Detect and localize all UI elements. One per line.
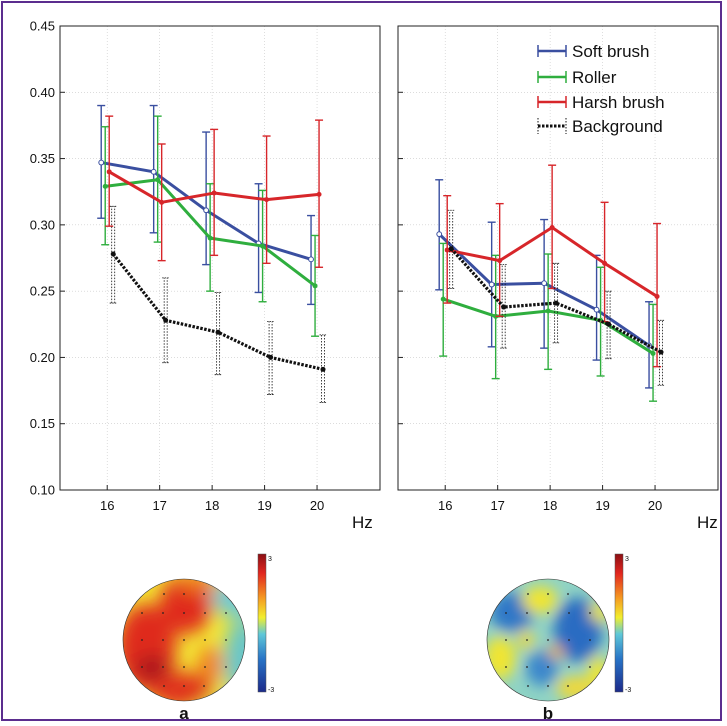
colorbar-a-min: -3 <box>268 687 274 694</box>
y-tick-label: 0.45 <box>30 19 55 34</box>
plot-area-a <box>59 25 381 491</box>
legend-label-background: Background <box>572 117 663 136</box>
data-point <box>650 350 656 356</box>
series-background-b <box>447 209 665 386</box>
data-point <box>553 300 559 306</box>
panel-label-a: a <box>179 704 189 723</box>
y-tick-label: 0.10 <box>30 483 55 498</box>
legend-label-soft-brush: Soft brush <box>572 42 650 61</box>
x-tick-label-a: 18 <box>205 498 219 513</box>
legend-item-background: Background <box>537 117 663 136</box>
data-point <box>203 207 210 214</box>
series-soft-brush-b <box>435 179 654 389</box>
legend-label-roller: Roller <box>572 68 617 87</box>
data-point <box>159 199 165 205</box>
data-point <box>110 251 116 257</box>
panel-label-b: b <box>543 704 553 723</box>
data-point <box>316 191 322 197</box>
x-tick-label-b: 17 <box>490 498 504 513</box>
x-tick-label-b: 18 <box>543 498 557 513</box>
legend-item-soft-brush: Soft brush <box>537 42 650 61</box>
x-tick-label-b: 16 <box>438 498 452 513</box>
chart-panel-b: 16 17 18 19 20 Hz <box>397 25 719 532</box>
data-point <box>106 169 112 175</box>
x-tick-label-b: 20 <box>648 498 662 513</box>
data-point <box>444 247 450 253</box>
data-point <box>545 308 551 314</box>
series-line <box>111 253 324 371</box>
series-roller-a <box>101 115 320 337</box>
data-point <box>497 258 503 264</box>
data-point <box>488 281 495 288</box>
data-point <box>163 317 169 323</box>
plot-area-b <box>397 25 719 491</box>
data-point <box>260 243 266 249</box>
y-tick-label: 0.40 <box>30 85 55 100</box>
series-harsh-brush-b <box>443 164 662 368</box>
y-tick-label: 0.25 <box>30 284 55 299</box>
legend: Soft brush Roller Harsh brush Background <box>537 42 665 136</box>
data-point <box>308 256 314 263</box>
colorbar-b <box>614 553 624 693</box>
x-tick-label-a: 17 <box>152 498 166 513</box>
series-soft-brush-a <box>97 104 316 306</box>
data-point <box>155 177 161 183</box>
data-point <box>448 246 454 252</box>
data-point <box>320 366 326 372</box>
data-point <box>606 321 612 327</box>
colorbar-a <box>257 553 267 693</box>
data-point <box>211 190 217 196</box>
x-tick-label-b: 19 <box>595 498 609 513</box>
legend-label-harsh-brush: Harsh brush <box>572 93 665 112</box>
y-tick-label: 0.15 <box>30 416 55 431</box>
colorbar-a-max: 3 <box>268 556 272 563</box>
topo-map-b: 3 -3 <box>486 553 631 702</box>
data-point <box>312 283 318 289</box>
x-tick-label-a: 20 <box>310 498 324 513</box>
x-axis-unit-a: Hz <box>352 513 373 532</box>
series-harsh-brush-a <box>105 115 324 268</box>
legend-item-roller: Roller <box>537 68 617 87</box>
x-axis-unit-b: Hz <box>697 513 718 532</box>
series-line <box>450 247 662 354</box>
data-point <box>602 260 608 266</box>
data-point <box>207 235 213 241</box>
topo-map-a: 3 -3 <box>122 553 274 702</box>
data-point <box>215 329 221 335</box>
colorbar-b-max: 3 <box>625 556 629 563</box>
y-tick-label: 0.30 <box>30 217 55 232</box>
data-point <box>264 197 270 203</box>
data-point <box>102 183 108 189</box>
data-point <box>150 168 157 175</box>
data-point <box>268 354 274 360</box>
data-point <box>436 231 443 238</box>
data-point <box>549 225 555 231</box>
data-point <box>593 306 600 313</box>
data-point <box>98 159 105 166</box>
data-point <box>440 296 446 302</box>
x-tick-label-a: 19 <box>257 498 271 513</box>
data-point <box>501 304 507 310</box>
chart-panel-a: 0.10 0.15 0.20 0.25 0.30 0.35 0.40 0.45 16 17 18 19… <box>30 19 381 532</box>
colorbar-b-min: -3 <box>625 687 631 694</box>
data-point <box>658 349 664 355</box>
series-background-a <box>109 205 327 403</box>
x-tick-label-a: 16 <box>100 498 114 513</box>
y-tick-label: 0.35 <box>30 151 55 166</box>
y-tick-label: 0.20 <box>30 350 55 365</box>
legend-item-harsh-brush: Harsh brush <box>537 93 665 112</box>
data-point <box>654 293 660 299</box>
data-point <box>541 280 548 287</box>
